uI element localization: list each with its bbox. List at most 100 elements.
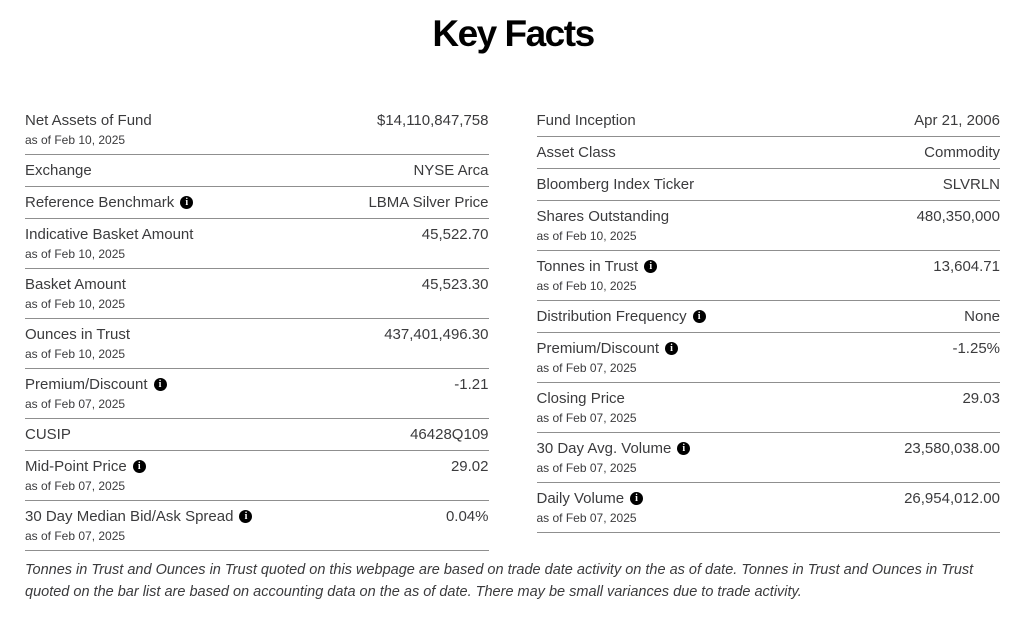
fact-label-line: Closing Price xyxy=(537,389,951,408)
fact-label-line: Exchange xyxy=(25,161,401,180)
fact-label-block: Premium/Discount i as of Feb 07, 2025 xyxy=(537,339,941,376)
fact-label-block: 30 Day Median Bid/Ask Spread i as of Feb… xyxy=(25,507,434,544)
fact-label: CUSIP xyxy=(25,426,71,443)
fact-row: 30 Day Avg. Volume i as of Feb 07, 2025 … xyxy=(536,433,1000,483)
as-of-date: as of Feb 10, 2025 xyxy=(25,347,126,361)
fact-label-block: Ounces in Trust as of Feb 10, 2025 xyxy=(25,325,372,362)
fact-label-line: Basket Amount xyxy=(25,275,410,294)
fact-row: Reference Benchmark i LBMA Silver Price xyxy=(25,187,489,219)
fact-label: Closing Price xyxy=(536,390,625,407)
fact-row: Premium/Discount i as of Feb 07, 2025 -1… xyxy=(536,333,1000,383)
fact-label: 30 Day Avg. Volume xyxy=(536,440,672,457)
fact-label-block: CUSIP xyxy=(25,425,398,444)
fact-label-line: CUSIP xyxy=(25,425,398,444)
fact-label-block: Indicative Basket Amount as of Feb 10, 2… xyxy=(25,225,410,262)
fact-row: Asset Class Commodity xyxy=(536,137,1000,169)
fact-label: Indicative Basket Amount xyxy=(25,226,194,243)
fact-value: $14,110,847,758 xyxy=(377,112,489,129)
fact-value: -1.25% xyxy=(952,340,1000,357)
info-icon[interactable]: i xyxy=(153,378,167,391)
fact-label-line: Shares Outstanding xyxy=(537,207,905,226)
fact-row: Fund Inception Apr 21, 2006 xyxy=(536,105,1000,137)
fact-row: Basket Amount as of Feb 10, 2025 45,523.… xyxy=(25,269,489,319)
fact-label-block: Premium/Discount i as of Feb 07, 2025 xyxy=(25,375,442,412)
as-of-date: as of Feb 07, 2025 xyxy=(536,461,637,475)
fact-value: 29.02 xyxy=(450,458,489,475)
fact-value: 23,580,038.00 xyxy=(904,440,1000,457)
info-icon[interactable]: i xyxy=(677,442,691,455)
info-icon[interactable]: i xyxy=(692,310,706,323)
as-of-date: as of Feb 07, 2025 xyxy=(536,511,637,525)
fact-label-line: 30 Day Avg. Volume i xyxy=(537,439,893,458)
fact-value: 29.03 xyxy=(962,390,1000,407)
fact-row: 30 Day Median Bid/Ask Spread i as of Feb… xyxy=(25,501,489,551)
fact-label: Premium/Discount xyxy=(536,340,660,357)
fact-value: Apr 21, 2006 xyxy=(914,112,1000,129)
fact-value: 13,604.71 xyxy=(933,258,1000,275)
fact-label: Premium/Discount xyxy=(25,376,148,393)
fact-row: Bloomberg Index Ticker SLVRLN xyxy=(536,169,1000,201)
fact-label-block: Mid-Point Price i as of Feb 07, 2025 xyxy=(25,457,439,494)
fact-row: Tonnes in Trust i as of Feb 10, 2025 13,… xyxy=(536,251,1000,301)
as-of-date: as of Feb 10, 2025 xyxy=(536,229,637,243)
fact-label-block: Tonnes in Trust i as of Feb 10, 2025 xyxy=(537,257,922,294)
fact-row: CUSIP 46428Q109 xyxy=(25,419,489,451)
fact-label-line: Bloomberg Index Ticker xyxy=(537,175,931,194)
fact-value: LBMA Silver Price xyxy=(368,194,489,211)
fact-label-block: Asset Class xyxy=(537,143,913,162)
as-of-date: as of Feb 07, 2025 xyxy=(536,361,637,375)
fact-row: Ounces in Trust as of Feb 10, 2025 437,4… xyxy=(25,319,489,369)
fact-row: Net Assets of Fund as of Feb 10, 2025 $1… xyxy=(25,105,489,155)
fact-row: Shares Outstanding as of Feb 10, 2025 48… xyxy=(536,201,1000,251)
fact-label-block: Bloomberg Index Ticker xyxy=(537,175,931,194)
fact-label: Asset Class xyxy=(536,144,616,161)
fact-label: 30 Day Median Bid/Ask Spread xyxy=(25,508,234,525)
as-of-date: as of Feb 07, 2025 xyxy=(536,411,637,425)
fact-label-line: Daily Volume i xyxy=(537,489,893,508)
fact-label-line: Net Assets of Fund xyxy=(25,111,365,130)
as-of-date: as of Feb 07, 2025 xyxy=(25,397,126,411)
info-icon[interactable]: i xyxy=(132,460,146,473)
fact-value: -1.21 xyxy=(454,376,489,393)
fact-row: Exchange NYSE Arca xyxy=(25,155,489,187)
fact-value: NYSE Arca xyxy=(413,162,489,179)
fact-label-block: Net Assets of Fund as of Feb 10, 2025 xyxy=(25,111,365,148)
fact-value: 437,401,496.30 xyxy=(384,326,489,343)
info-icon[interactable]: i xyxy=(180,196,194,209)
fact-value: 45,522.70 xyxy=(421,226,489,243)
info-icon[interactable]: i xyxy=(630,492,644,505)
fact-label: Daily Volume xyxy=(536,490,625,507)
fact-label-block: Basket Amount as of Feb 10, 2025 xyxy=(25,275,410,312)
fact-row: Daily Volume i as of Feb 07, 2025 26,954… xyxy=(536,483,1000,533)
fact-value: None xyxy=(964,308,1000,325)
fact-label: Tonnes in Trust xyxy=(536,258,639,275)
fact-label-line: Mid-Point Price i xyxy=(25,457,439,476)
fact-label-line: Asset Class xyxy=(537,143,913,162)
as-of-date: as of Feb 10, 2025 xyxy=(25,297,126,311)
as-of-date: as of Feb 10, 2025 xyxy=(25,133,126,147)
as-of-date: as of Feb 10, 2025 xyxy=(536,279,637,293)
info-icon[interactable]: i xyxy=(644,260,658,273)
info-icon[interactable]: i xyxy=(239,510,253,523)
fact-value: 0.04% xyxy=(445,508,489,525)
fact-value: 46428Q109 xyxy=(410,426,489,443)
fact-label: Exchange xyxy=(25,162,92,179)
fact-label: Ounces in Trust xyxy=(25,326,131,343)
fact-label-line: Tonnes in Trust i xyxy=(537,257,922,276)
fact-row: Mid-Point Price i as of Feb 07, 2025 29.… xyxy=(25,451,489,501)
fact-label-block: Closing Price as of Feb 07, 2025 xyxy=(537,389,951,426)
as-of-date: as of Feb 07, 2025 xyxy=(25,529,126,543)
fact-value: SLVRLN xyxy=(942,176,1000,193)
key-facts-left-column: Net Assets of Fund as of Feb 10, 2025 $1… xyxy=(25,105,489,551)
page-title: Key Facts xyxy=(432,13,595,54)
fact-label-block: 30 Day Avg. Volume i as of Feb 07, 2025 xyxy=(537,439,893,476)
fact-value: 26,954,012.00 xyxy=(904,490,1000,507)
fact-label-line: Distribution Frequency i xyxy=(537,307,953,326)
fact-label-line: Premium/Discount i xyxy=(25,375,442,394)
fact-label-line: Reference Benchmark i xyxy=(25,193,356,212)
fact-label: Basket Amount xyxy=(25,276,126,293)
as-of-date: as of Feb 10, 2025 xyxy=(25,247,126,261)
fact-label: Bloomberg Index Ticker xyxy=(536,176,695,193)
fact-value: Commodity xyxy=(924,144,1000,161)
info-icon[interactable]: i xyxy=(665,342,679,355)
